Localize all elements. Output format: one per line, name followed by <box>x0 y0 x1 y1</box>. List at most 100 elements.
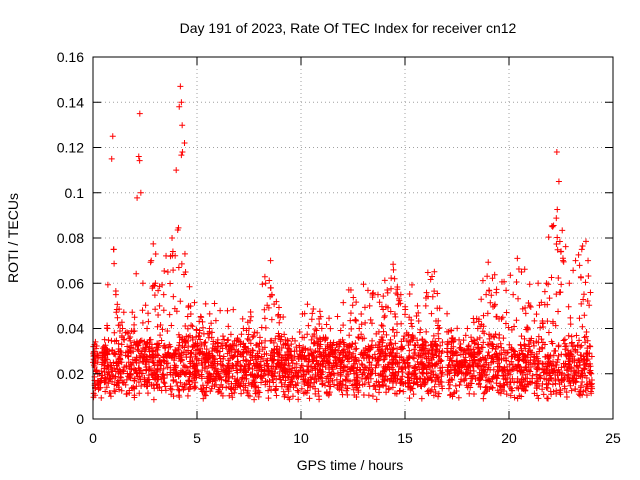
data-point <box>511 323 518 330</box>
data-point <box>406 371 413 378</box>
data-point <box>436 348 443 355</box>
data-point <box>572 257 579 264</box>
data-point <box>291 364 298 371</box>
data-point <box>258 379 265 386</box>
data-point <box>256 348 263 355</box>
data-point <box>365 379 372 386</box>
data-point <box>133 270 140 277</box>
data-point <box>142 361 149 368</box>
data-point <box>327 339 334 346</box>
data-point <box>354 371 361 378</box>
data-point <box>334 313 341 320</box>
data-point <box>484 273 491 280</box>
y-tick-label: 0.14 <box>57 94 84 110</box>
data-point <box>499 372 506 379</box>
data-point <box>219 333 226 340</box>
data-point <box>179 122 186 129</box>
data-point <box>179 149 186 156</box>
data-point <box>414 302 421 309</box>
data-point <box>365 346 372 353</box>
data-point <box>138 348 145 355</box>
data-point <box>393 290 400 297</box>
data-point <box>304 301 311 308</box>
data-point <box>406 395 413 402</box>
data-point <box>455 394 462 401</box>
data-point <box>502 355 509 362</box>
data-point <box>471 349 478 356</box>
data-point <box>373 396 380 403</box>
data-point <box>256 334 263 341</box>
data-point <box>426 347 433 354</box>
data-point <box>569 343 576 350</box>
data-point <box>513 384 520 391</box>
data-point <box>521 335 528 342</box>
data-point <box>240 387 247 394</box>
data-point <box>495 389 502 396</box>
data-point <box>448 327 455 334</box>
data-point <box>145 359 152 366</box>
data-point <box>444 364 451 371</box>
data-point <box>474 344 481 351</box>
data-point <box>240 366 247 373</box>
data-point <box>535 333 542 340</box>
data-point <box>151 292 158 299</box>
data-point <box>208 334 215 341</box>
data-point <box>556 238 563 245</box>
data-point <box>281 370 288 377</box>
data-point <box>306 395 313 402</box>
data-point <box>398 378 405 385</box>
data-point <box>262 337 269 344</box>
data-point <box>583 329 590 336</box>
data-point <box>252 362 259 369</box>
data-point <box>390 366 397 373</box>
data-point <box>411 367 418 374</box>
data-point <box>559 376 566 383</box>
data-point <box>345 343 352 350</box>
data-point <box>139 370 146 377</box>
data-point <box>377 371 384 378</box>
data-point <box>182 363 189 370</box>
data-point <box>359 351 366 358</box>
data-point <box>280 364 287 371</box>
data-point <box>372 364 379 371</box>
data-point <box>174 226 181 233</box>
data-point <box>299 347 306 354</box>
data-point <box>169 235 176 241</box>
data-point <box>287 348 294 355</box>
data-point <box>477 376 484 383</box>
x-tick-label: 20 <box>501 430 517 446</box>
data-point <box>491 334 498 341</box>
data-point <box>565 332 572 339</box>
data-point <box>154 385 161 392</box>
data-point <box>392 313 399 320</box>
data-point <box>578 246 585 253</box>
data-point <box>225 323 232 330</box>
data-point <box>433 374 440 381</box>
data-point <box>127 334 134 341</box>
data-point <box>425 362 432 369</box>
data-point <box>136 365 143 372</box>
data-point <box>263 350 270 357</box>
data-point <box>158 337 165 344</box>
data-point <box>255 393 262 400</box>
data-point <box>111 387 118 394</box>
data-point <box>270 379 277 386</box>
data-point <box>263 357 270 364</box>
data-point <box>202 365 209 372</box>
data-point <box>502 320 509 327</box>
data-point <box>176 351 183 358</box>
data-point <box>173 167 180 174</box>
data-point <box>148 371 155 378</box>
data-point <box>514 395 521 402</box>
data-point <box>384 287 391 294</box>
data-point <box>224 362 231 369</box>
data-point <box>405 342 412 349</box>
data-point <box>406 347 413 354</box>
data-point <box>558 377 565 384</box>
data-point <box>146 365 153 372</box>
data-point <box>255 354 262 361</box>
data-point <box>121 336 128 343</box>
data-point <box>136 157 143 164</box>
data-point <box>527 304 534 311</box>
data-point <box>247 309 254 316</box>
